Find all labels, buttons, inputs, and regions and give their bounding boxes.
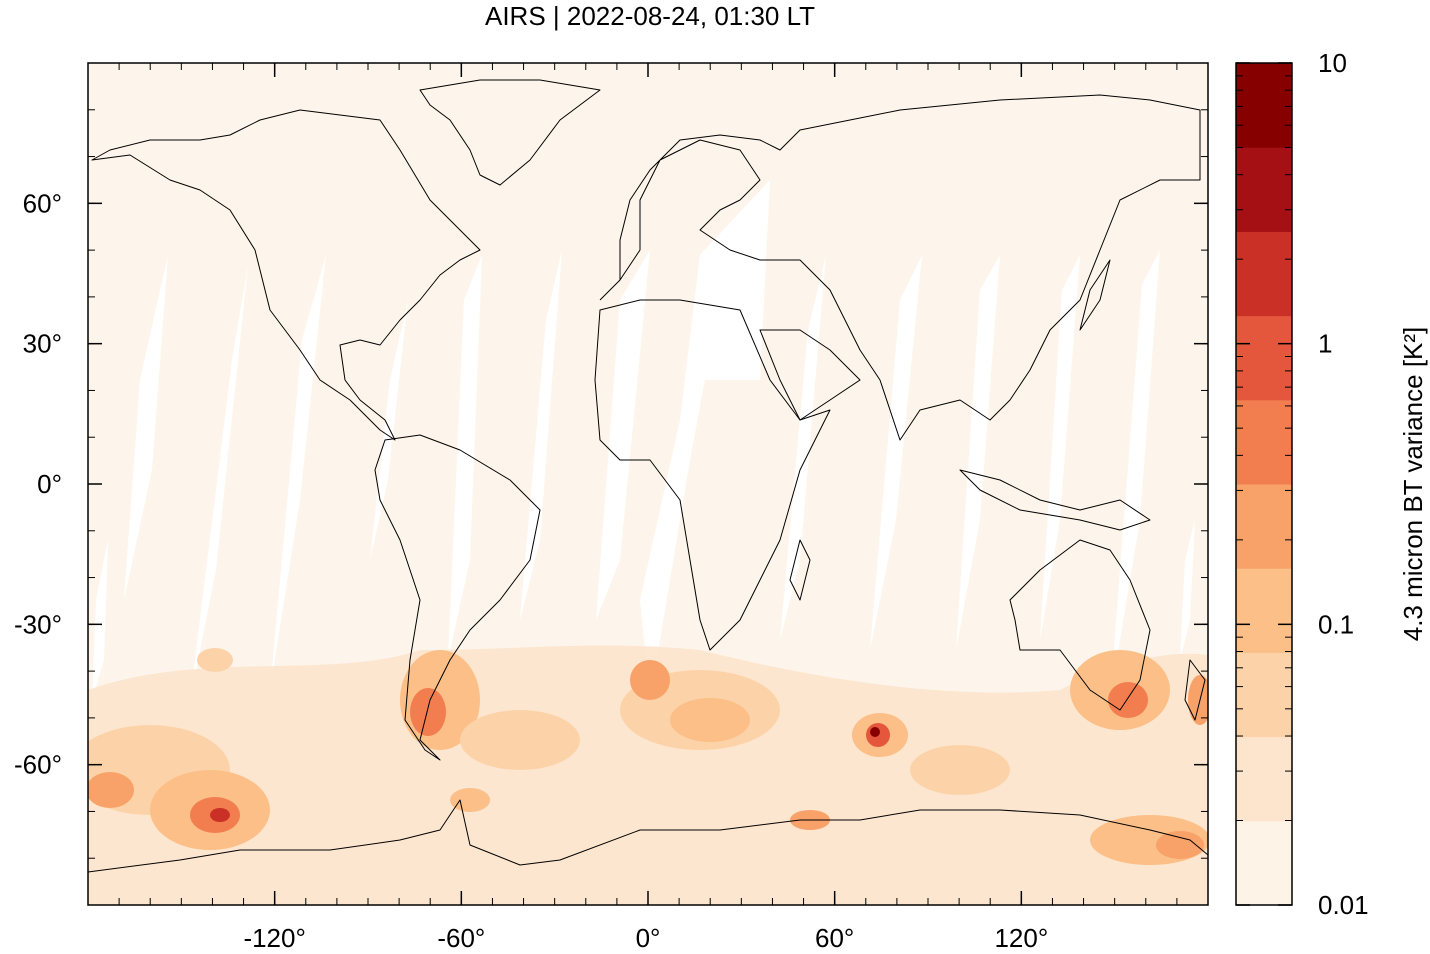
colorbar-frame xyxy=(1235,62,1293,906)
colorbar-tick-label: 0.01 xyxy=(1318,890,1369,920)
map-ticks: -120° -60° 0° 60° 120° 60° 30° 0° -30° -60° xyxy=(14,63,1208,953)
colorbar-band xyxy=(1236,315,1292,401)
colorbar-band xyxy=(1236,820,1292,906)
y-tick-label: -60° xyxy=(14,750,62,780)
colorbar-band xyxy=(1236,484,1292,569)
y-tick-label: -30° xyxy=(14,609,62,639)
colorbar-band xyxy=(1236,231,1292,317)
colorbar-tick-label: 10 xyxy=(1318,48,1347,78)
map-title: AIRS | 2022-08-24, 01:30 LT xyxy=(484,1,816,31)
x-tick-label: 120° xyxy=(994,923,1048,953)
y-tick-label: 30° xyxy=(23,329,62,359)
x-tick-label: -60° xyxy=(437,923,485,953)
colorbar-band xyxy=(1236,63,1292,148)
variance-blobs xyxy=(88,645,1208,905)
colorbar-band xyxy=(1236,147,1292,232)
colorbar-band xyxy=(1236,652,1292,738)
x-tick-label: 60° xyxy=(815,923,854,953)
colorbar-band xyxy=(1236,568,1292,653)
colorbar-band xyxy=(1236,399,1292,485)
colorbar-bands xyxy=(1236,63,1292,906)
coast-africa xyxy=(594,299,831,651)
y-tick-label: 0° xyxy=(37,469,62,499)
coast-greenland xyxy=(419,79,601,186)
colorbar-tick-label: 1 xyxy=(1318,329,1332,359)
coast-madagascar xyxy=(789,539,811,601)
colorbar-tick-label: 0.1 xyxy=(1318,609,1354,639)
x-tick-label: -120° xyxy=(243,923,305,953)
coast-australia xyxy=(1009,539,1151,711)
map-panel: -120° -60° 0° 60° 120° 60° 30° 0° -30° -60° xyxy=(14,62,1209,953)
coast-north-america xyxy=(91,109,481,441)
colorbar-ticks: 10 1 0.1 0.01 xyxy=(1236,48,1369,920)
colorbar: 10 1 0.1 0.01 4.3 micron BT variance [K²] xyxy=(1235,48,1428,920)
y-tick-label: 60° xyxy=(23,188,62,218)
coast-new-zealand xyxy=(1184,659,1206,721)
coast-japan xyxy=(1079,259,1111,331)
x-tick-label: 0° xyxy=(636,923,661,953)
coast-arabia xyxy=(759,329,861,421)
variance-field xyxy=(88,180,1208,905)
colorbar-band xyxy=(1236,736,1292,822)
coast-europe-asia xyxy=(599,94,1201,441)
coast-antarctica xyxy=(88,799,1208,873)
coast-indonesia xyxy=(959,469,1151,531)
coast-south-america xyxy=(374,434,541,761)
coastlines xyxy=(88,79,1208,873)
colorbar-label: 4.3 micron BT variance [K²] xyxy=(1398,327,1428,642)
